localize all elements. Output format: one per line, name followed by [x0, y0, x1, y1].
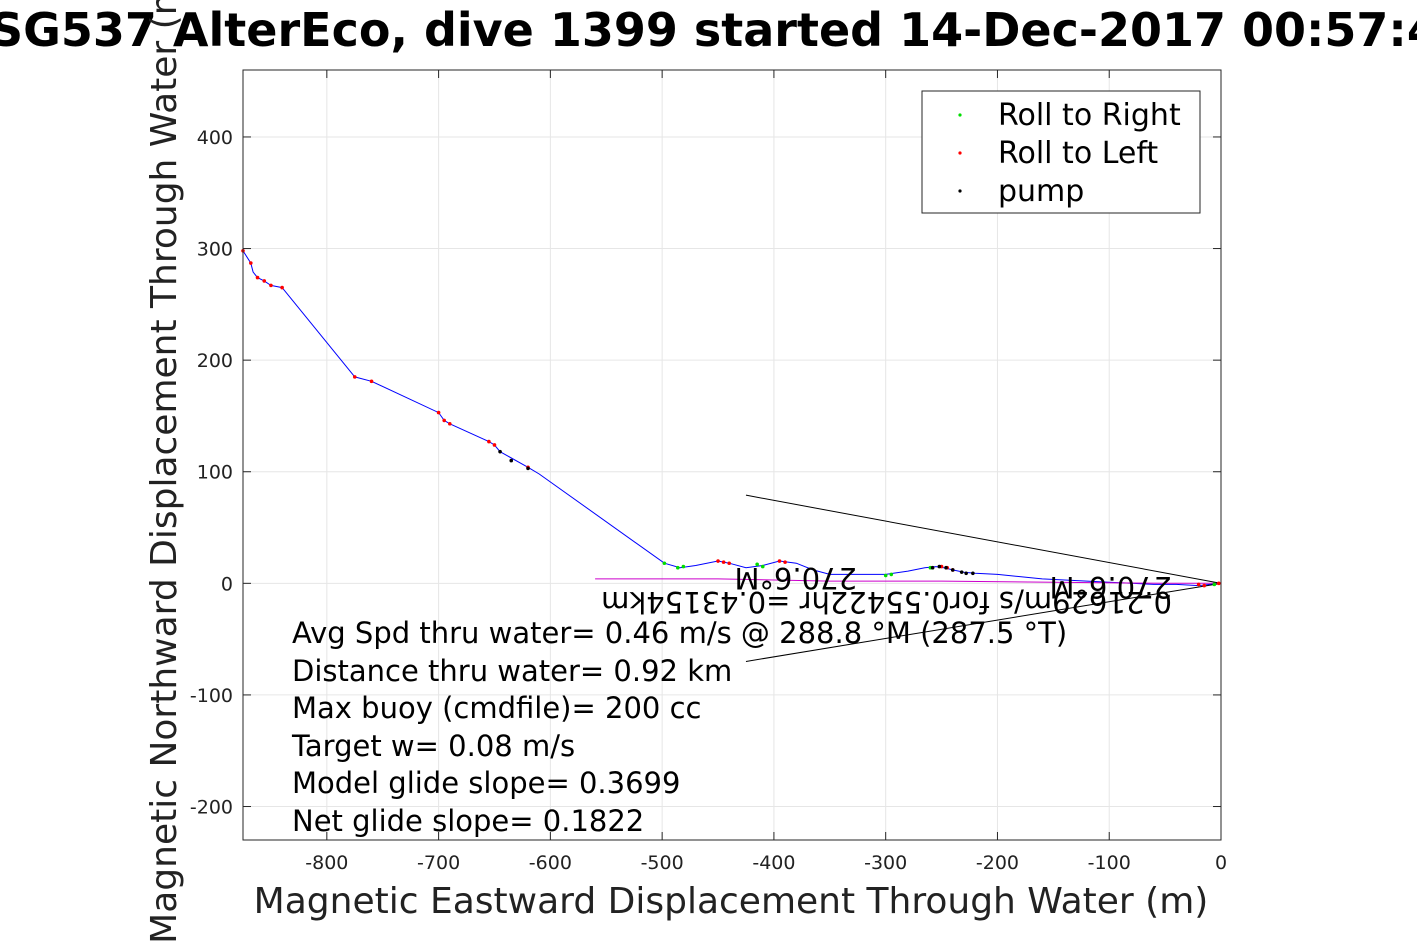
- roll-left-point: [352, 375, 357, 379]
- pump-point: [964, 571, 968, 576]
- pump-point: [526, 466, 530, 471]
- legend-marker-pump: [958, 189, 962, 193]
- roll-left-point: [716, 559, 720, 563]
- plot-frame: [242, 69, 1222, 841]
- current-speed-label: 0.21629m/s for0.55422hr =0.43154km: [601, 585, 1172, 619]
- current-annotation: 0.21629m/s for0.55422hr =0.43154km 270.6…: [601, 561, 1172, 619]
- axis-ticks: -800 -700 -600 -500 -400 -300 -200 -100 0 -200 -10…: [190, 70, 1227, 874]
- pump-point: [930, 565, 935, 570]
- x-axis-label: Magnetic Eastward Displacement Through W…: [254, 881, 1209, 922]
- roll-left-point: [777, 559, 782, 563]
- roll-left-point: [721, 560, 726, 564]
- summary-line-3: Max buoy (cmdfile)= 200 cc: [292, 691, 701, 725]
- summary-text: Avg Spd thru water= 0.46 m/s @ 288.8 °M …: [291, 616, 1067, 838]
- current-vector-line: [745, 582, 1222, 662]
- roll-left-point: [436, 410, 441, 415]
- x-tick-label: -200: [976, 852, 1019, 874]
- current-vectors: [745, 494, 1222, 662]
- series-line-current-trace: [595, 578, 1221, 584]
- summary-line-1: Avg Spd thru water= 0.46 m/s @ 288.8 °M …: [292, 616, 1067, 650]
- roll-left-point: [1202, 583, 1207, 588]
- roll-right-point: [675, 565, 680, 570]
- roll-right-point: [681, 564, 686, 569]
- pump-point: [498, 449, 502, 454]
- series-line-track: [242, 250, 1222, 587]
- roll-left-point: [262, 279, 267, 283]
- pump-point: [971, 571, 975, 576]
- roll-right-point: [889, 572, 894, 577]
- roll-left-point: [447, 421, 452, 426]
- summary-line-4: Target w= 0.08 m/s: [291, 729, 575, 763]
- legend-marker-roll-right: [958, 113, 962, 117]
- pump-point: [959, 570, 964, 574]
- summary-line-6: Net glide slope= 0.1822: [292, 804, 644, 838]
- roll-left-point: [442, 418, 446, 423]
- x-tick-label: -300: [864, 852, 907, 874]
- pump-point: [950, 568, 955, 572]
- x-tick-label: -600: [529, 852, 572, 874]
- page-title: SG537 AlterEco, dive 1399 started 14-Dec…: [0, 3, 1417, 57]
- x-tick-label: -400: [752, 852, 795, 874]
- pump-point: [937, 564, 942, 569]
- legend-marker-roll-left: [958, 151, 962, 155]
- legend-label-pump: pump: [998, 174, 1084, 209]
- roll-left-point: [269, 283, 273, 288]
- roll-right-point: [662, 561, 667, 566]
- y-tick-label: -200: [190, 797, 233, 819]
- y-tick-label: 0: [221, 573, 233, 595]
- roll-left-point: [487, 439, 491, 444]
- y-tick-label: 100: [197, 462, 233, 484]
- roll-right-point: [755, 562, 759, 567]
- roll-left-point: [249, 261, 253, 265]
- roll-left-point: [255, 275, 260, 280]
- roll-left-point: [369, 379, 374, 384]
- summary-line-5: Model glide slope= 0.3699: [292, 766, 680, 800]
- legend-label-roll-right: Roll to Right: [998, 98, 1181, 133]
- x-tick-label: -700: [417, 852, 460, 874]
- roll-left-point: [1216, 581, 1221, 586]
- y-tick-label: 200: [197, 350, 233, 372]
- y-tick-label: 400: [197, 127, 233, 149]
- current-direction-label-2: 270.6°M: [734, 561, 857, 595]
- series-layer: [242, 250, 1222, 587]
- y-tick-label: 300: [197, 239, 233, 261]
- roll-left-point: [783, 560, 787, 564]
- y-tick-label: -100: [190, 685, 233, 707]
- x-tick-label: -100: [1088, 852, 1131, 874]
- legend: Roll to Right Roll to Left pump: [921, 90, 1201, 214]
- roll-right-point: [1212, 582, 1217, 587]
- roll-left-point: [727, 561, 732, 566]
- current-vector-line: [745, 494, 1222, 584]
- roll-right-point: [760, 564, 765, 569]
- roll-left-point: [1196, 582, 1201, 587]
- summary-line-2: Distance thru water= 0.92 km: [292, 654, 732, 688]
- roll-left-point: [492, 443, 497, 447]
- marker-layer: [241, 248, 1221, 588]
- current-direction-label-1: 270.6°M: [1049, 570, 1172, 604]
- roll-right-point: [883, 573, 888, 578]
- x-tick-label: -800: [305, 852, 348, 874]
- x-tick-label: -500: [641, 852, 684, 874]
- roll-left-point: [280, 285, 284, 290]
- pump-point: [509, 458, 514, 463]
- legend-box: [921, 90, 1201, 214]
- y-axis-label: Magnetic Northward Displacement Through …: [144, 0, 185, 944]
- pump-point: [944, 565, 948, 570]
- x-tick-label: 0: [1215, 852, 1227, 874]
- legend-label-roll-left: Roll to Left: [998, 136, 1158, 171]
